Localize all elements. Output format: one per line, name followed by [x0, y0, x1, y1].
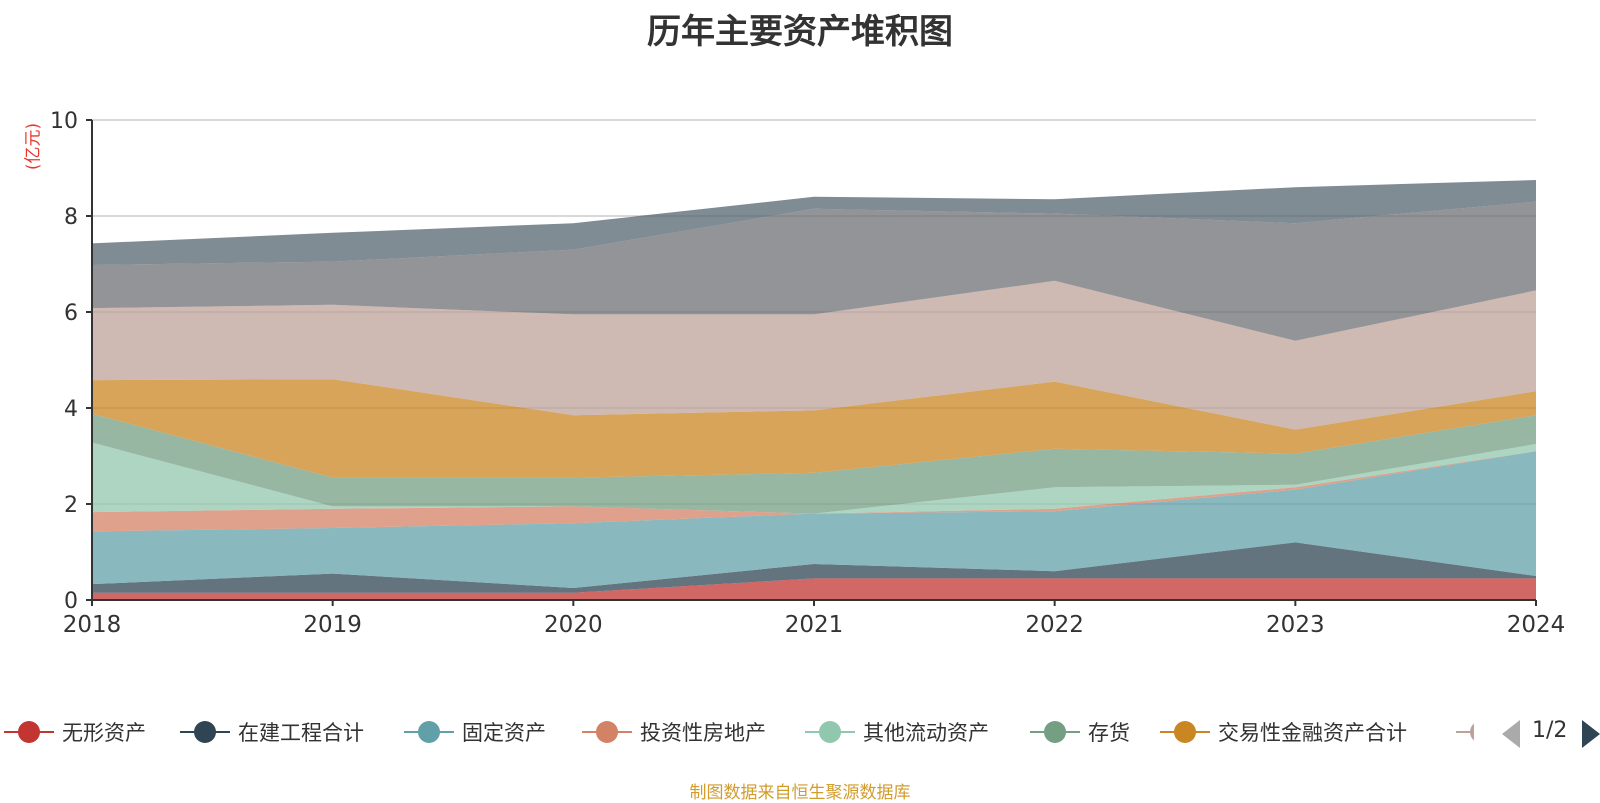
legend-item[interactable]: 投资性房地产: [582, 715, 766, 749]
legend-label: 无形资产: [62, 721, 146, 745]
area-series-4: [92, 442, 1536, 514]
legend-marker-icon: [1030, 715, 1080, 749]
area-series-8: [92, 201, 1536, 341]
x-tick-label-2024: 2024: [1507, 612, 1566, 638]
x-tick-label-2022: 2022: [1025, 612, 1084, 638]
area-series-group: [92, 180, 1536, 600]
legend-marker-icon: [180, 715, 230, 749]
legend-item-partial[interactable]: [1456, 715, 1474, 749]
legend: 无形资产 在建工程合计 固定资产 投资性房地产 其他流动资产 存货 交易性金融资产合计: [0, 715, 1600, 755]
chart-title: 历年主要资产堆积图: [647, 12, 953, 52]
area-series-9: [92, 180, 1536, 265]
legend-item[interactable]: 固定资产: [404, 715, 546, 749]
legend-label: 交易性金融资产合计: [1218, 721, 1407, 745]
legend-item[interactable]: 在建工程合计: [180, 715, 364, 749]
legend-label: 投资性房地产: [640, 721, 766, 745]
y-tick-label-4: 4: [64, 397, 78, 422]
legend-marker-icon: [805, 715, 855, 749]
legend-label: 存货: [1088, 721, 1130, 745]
area-series-6: [92, 379, 1536, 478]
area-series-0: [92, 578, 1536, 600]
legend-marker-icon: [582, 715, 632, 749]
legend-label: 其他流动资产: [863, 721, 989, 745]
y-tick-label-6: 6: [64, 301, 78, 326]
legend-next-page-button[interactable]: [1582, 720, 1600, 748]
legend-pager: 1/2: [1500, 716, 1600, 750]
legend-marker-icon: [4, 715, 54, 749]
legend-item[interactable]: 交易性金融资产合计: [1160, 715, 1407, 749]
y-tick-label-2: 2: [64, 493, 78, 518]
legend-label: 固定资产: [462, 721, 546, 745]
area-series-1: [92, 542, 1536, 593]
area-series-7: [92, 280, 1536, 430]
legend-page-indicator: 1/2: [1532, 718, 1568, 743]
x-tick-label-2020: 2020: [544, 612, 603, 638]
axes: 0 2 4 6 8 10 2018 2019 2020 2021 2022 2023 2024: [50, 109, 1565, 638]
x-tick-label-2023: 2023: [1266, 612, 1325, 638]
source-note: 制图数据来自恒生聚源数据库: [689, 783, 911, 803]
legend-item[interactable]: 无形资产: [4, 715, 146, 749]
legend-prev-page-button[interactable]: [1502, 720, 1520, 748]
stacked-area-chart: 0 2 4 6 8 10 2018 2019 2020 2021 2022 2023 2024: [50, 109, 1565, 638]
x-tick-label-2021: 2021: [785, 612, 844, 638]
legend-item[interactable]: 其他流动资产: [805, 715, 989, 749]
legend-marker-icon: [404, 715, 454, 749]
area-series-3: [92, 451, 1536, 532]
y-tick-label-8: 8: [64, 205, 78, 230]
legend-marker-icon: [1456, 715, 1474, 749]
legend-marker-icon: [1160, 715, 1210, 749]
y-tick-label-0: 0: [64, 589, 78, 614]
y-tick-label-10: 10: [50, 109, 78, 134]
x-tick-label-2018: 2018: [63, 612, 122, 638]
area-series-5: [92, 413, 1536, 514]
area-series-2: [92, 451, 1536, 588]
x-tick-label-2019: 2019: [303, 612, 362, 638]
legend-label: 在建工程合计: [238, 721, 364, 745]
legend-item[interactable]: 存货: [1030, 715, 1130, 749]
